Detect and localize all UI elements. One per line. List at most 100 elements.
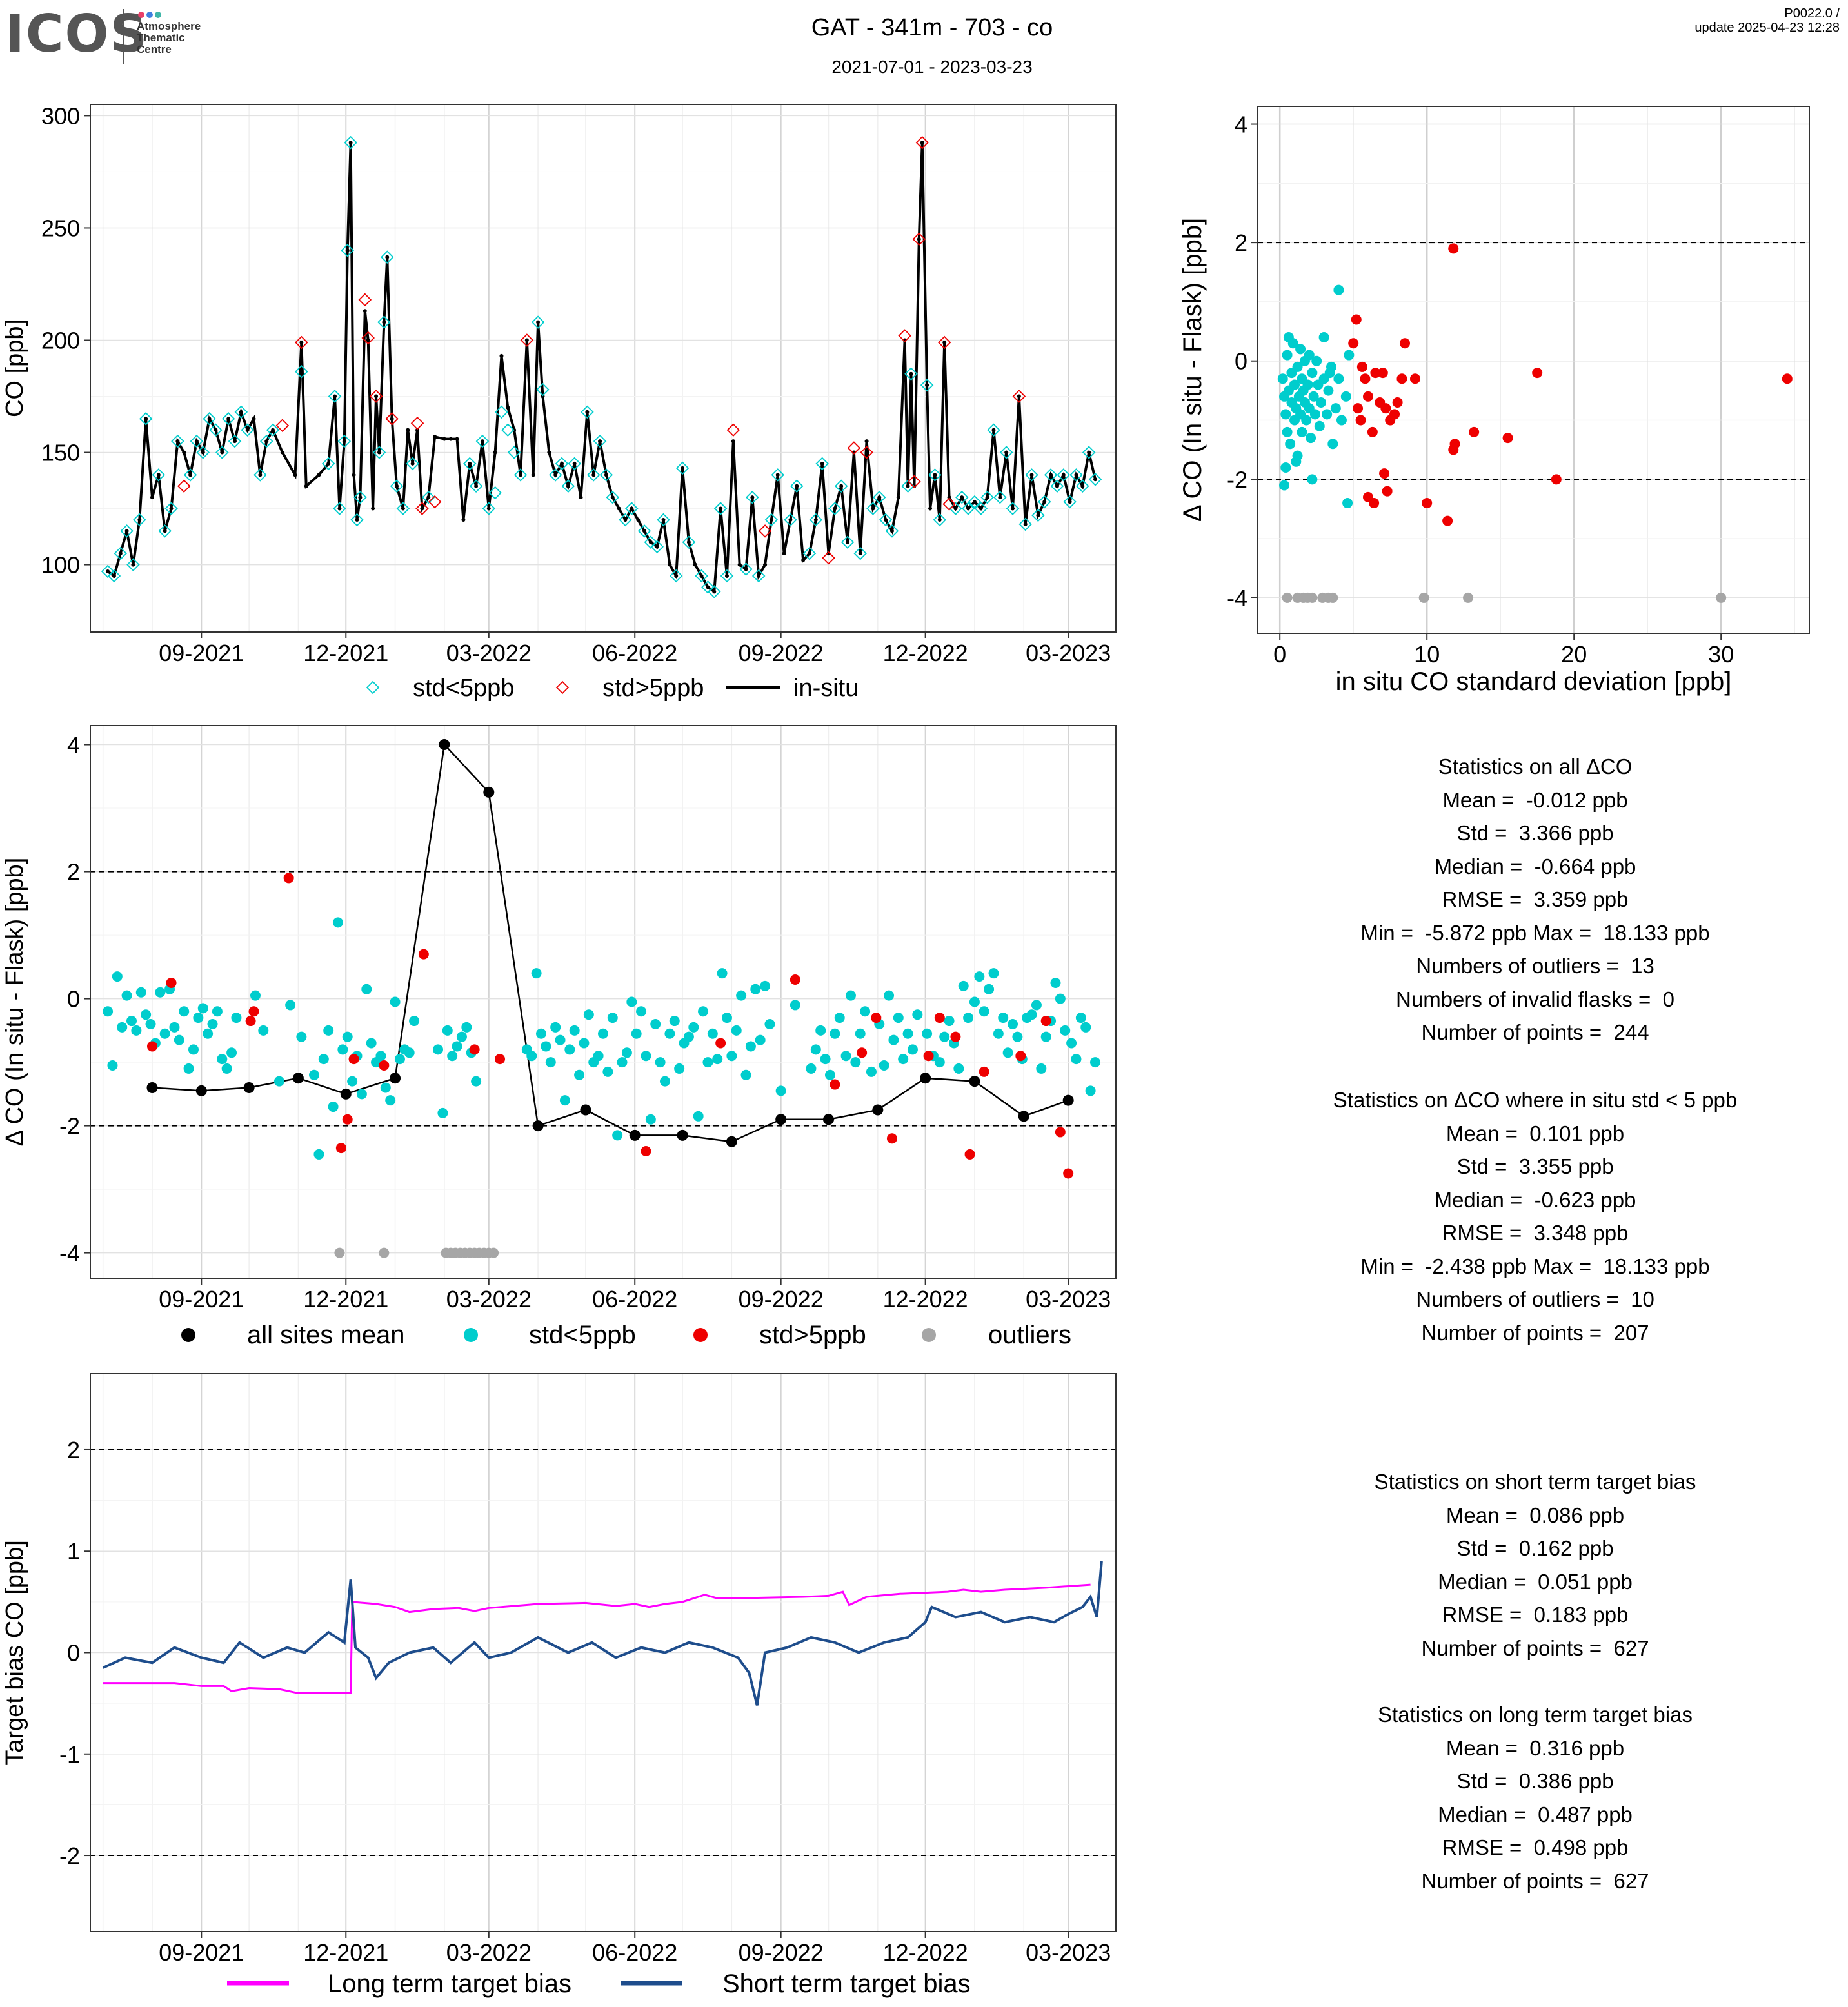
delta-point-stdlt5ppb [390, 996, 401, 1007]
flask-std-lt5-point [928, 468, 942, 482]
all-sites-mean-point [195, 1085, 207, 1096]
flask-std-lt5-point [295, 364, 308, 379]
in-situ-point [271, 428, 275, 432]
in-situ-point [877, 495, 882, 500]
y-tick-label: 150 [41, 440, 80, 466]
delta-point-stdlt5ppb [1040, 1031, 1051, 1042]
delta-point-stdlt5ppb [698, 1006, 709, 1017]
delta-point-stdlt5ppb [731, 1025, 742, 1036]
delta-point-stdlt5ppb [169, 1022, 180, 1033]
scatter-point-stdlt5ppb [1280, 409, 1291, 420]
in-situ-point [917, 237, 921, 241]
delta-point-stdlt5ppb [840, 1051, 851, 1062]
delta-point-stdgt5ppb [641, 1145, 651, 1156]
in-situ-point [712, 589, 717, 594]
legend-mean-symbol [181, 1328, 195, 1342]
in-situ-point [531, 473, 535, 477]
in-situ-point [553, 473, 558, 477]
in-situ-point [972, 500, 977, 504]
figure-title: GAT - 341m - 703 - co [811, 14, 1053, 41]
flask-std-lt5-point [999, 446, 1013, 459]
flask-std-lt5-point [834, 479, 848, 493]
delta-point-stdlt5ppb [117, 1022, 128, 1033]
in-situ-point [1093, 477, 1098, 482]
flask-std-lt5-point [713, 502, 728, 515]
scatter-point-stdgt5ppb [1367, 426, 1378, 437]
in-situ-point [342, 439, 346, 444]
flask-std-lt5-point [974, 502, 988, 515]
x-tick-label: 06-2022 [592, 1939, 677, 1966]
delta-point-stdlt5ppb [979, 1006, 989, 1017]
scatter-point-stdlt5ppb [1311, 355, 1322, 366]
stats-line: Number of points = 627 [1421, 1636, 1649, 1660]
y-tick-label: 300 [41, 103, 80, 129]
flask-std-lt5-point [650, 540, 664, 554]
scatter-point-stdgt5ppb [1348, 338, 1359, 349]
delta-point-stdlt5ppb [452, 1041, 462, 1052]
stats-line: Mean = 0.101 ppb [1446, 1121, 1625, 1145]
delta-point-stdlt5ppb [1060, 1025, 1071, 1036]
in-situ-point [1061, 473, 1066, 477]
y-tick-label: -1 [59, 1741, 80, 1768]
delta-point-stdlt5ppb [693, 1111, 704, 1122]
flask-std-lt5-point [1057, 468, 1071, 482]
all-sites-mean-point [677, 1129, 688, 1141]
in-situ-point [442, 437, 446, 441]
delta-point-stdlt5ppb [471, 1076, 482, 1087]
stats-line: Number of points = 207 [1421, 1320, 1649, 1345]
flask-std-lt5-point [513, 468, 528, 482]
stats-line: Number of points = 627 [1421, 1868, 1649, 1893]
in-situ-point [220, 450, 224, 455]
scatter-point-stdgt5ppb [1392, 397, 1403, 408]
in-situ-point [395, 484, 399, 488]
legend-std-lt5-label: std<5ppb [529, 1321, 636, 1349]
flask-std-lt5-point [568, 457, 581, 471]
in-situ-point [401, 506, 405, 511]
flask-std-lt5-point [879, 513, 893, 527]
scatter-point-stdlt5ppb [1279, 480, 1290, 491]
scatter-point-stdlt5ppb [1336, 415, 1347, 426]
delta-point-stdlt5ppb [598, 1028, 608, 1039]
delta-point-stdlt5ppb [645, 1114, 656, 1125]
scatter-point-stdgt5ppb [1532, 368, 1543, 379]
delta-point-stdlt5ppb [740, 1069, 751, 1080]
delta-point-stdlt5ppb [461, 1022, 472, 1033]
flask-std-gt5-point [410, 417, 424, 430]
flask-std-lt5-point [625, 502, 639, 515]
in-situ-point [623, 517, 628, 522]
in-situ-point [966, 506, 971, 511]
scatter-point-stdlt5ppb [1344, 350, 1355, 361]
delta-point-stdlt5ppb [579, 1038, 590, 1049]
delta-point-stdlt5ppb [866, 1066, 877, 1077]
in-situ-point [264, 439, 269, 444]
in-situ-point [486, 506, 491, 511]
delta-point-stdlt5ppb [893, 1013, 904, 1023]
flask-std-lt5-point [1088, 473, 1102, 486]
in-situ-point [937, 517, 942, 522]
flask-std-lt5-point [372, 446, 386, 459]
delta-point-stdlt5ppb [860, 1006, 871, 1017]
in-situ-point [352, 473, 356, 477]
x-tick-label: 03-2023 [1026, 1939, 1111, 1966]
flask-std-gt5-point [912, 232, 926, 246]
delta-point-stdlt5ppb [1008, 1018, 1018, 1029]
delta-point-stdlt5ppb [626, 996, 637, 1007]
in-situ-point [420, 506, 424, 511]
delta-point-stdlt5ppb [834, 1013, 845, 1023]
in-situ-point [390, 417, 394, 421]
flask-std-gt5-point [937, 335, 951, 350]
delta-point-stdlt5ppb [174, 1034, 184, 1045]
delta-point-stdlt5ppb [574, 1069, 585, 1080]
all-sites-mean-point [726, 1136, 737, 1147]
delta-point-stdgt5ppb [342, 1114, 353, 1125]
x-tick-label: 03-2023 [1026, 640, 1111, 666]
in-situ-point [137, 517, 142, 522]
delta-point-stdlt5ppb [879, 1060, 889, 1071]
flask-std-lt5-point [784, 513, 797, 527]
scatter-point-stdlt5ppb [1309, 409, 1320, 420]
x-tick-label: 06-2022 [592, 640, 677, 666]
y-tick-label: 250 [41, 215, 80, 241]
flask-std-lt5-point [619, 513, 632, 527]
flask-std-lt5-point [828, 502, 842, 515]
legend-std-lt5-symbol [464, 1328, 478, 1342]
